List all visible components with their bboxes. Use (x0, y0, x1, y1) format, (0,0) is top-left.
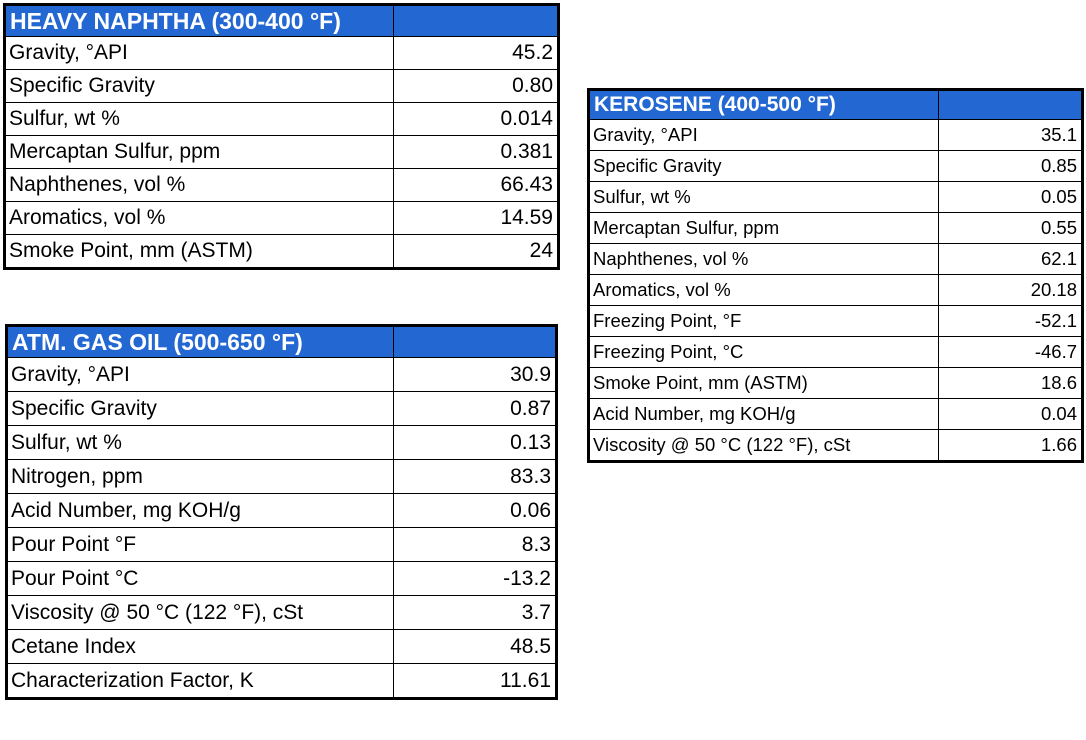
table-row: Nitrogen, ppm 83.3 (6, 459, 557, 494)
table-row: Gravity, °API 45.2 (4, 36, 559, 70)
property-value: 48.5 (393, 629, 557, 664)
property-label: Gravity, °API (4, 36, 394, 70)
property-value: 0.13 (393, 425, 557, 460)
table-row: Naphthenes, vol % 62.1 (588, 243, 1083, 275)
table-row: Specific Gravity 0.80 (4, 69, 559, 103)
property-value: 0.06 (393, 493, 557, 528)
table-row: Smoke Point, mm (ASTM) 24 (4, 234, 559, 269)
table-row: Specific Gravity 0.85 (588, 150, 1083, 182)
property-value: 0.87 (393, 391, 557, 426)
property-label: Freezing Point, °C (588, 336, 939, 368)
property-value: 0.05 (938, 181, 1083, 213)
header-blank-cell (938, 89, 1083, 120)
table-row: Smoke Point, mm (ASTM) 18.6 (588, 367, 1083, 399)
property-value: 24 (393, 234, 559, 269)
table-row: Freezing Point, °F -52.1 (588, 305, 1083, 337)
property-label: Viscosity @ 50 °C (122 °F), cSt (6, 595, 394, 630)
table-row: Specific Gravity 0.87 (6, 391, 557, 426)
table-row: Acid Number, mg KOH/g 0.06 (6, 493, 557, 528)
table-title: KEROSENE (400-500 °F) (588, 89, 939, 120)
property-value: -13.2 (393, 561, 557, 596)
table-row: Sulfur, wt % 0.014 (4, 102, 559, 136)
property-label: Mercaptan Sulfur, ppm (588, 212, 939, 244)
table-row: Naphthenes, vol % 66.43 (4, 168, 559, 202)
property-label: Characterization Factor, K (6, 663, 394, 699)
property-value: 0.381 (393, 135, 559, 169)
property-value: 11.61 (393, 663, 557, 699)
property-value: 0.55 (938, 212, 1083, 244)
table-header-row: KEROSENE (400-500 °F) (588, 89, 1083, 120)
property-label: Gravity, °API (588, 119, 939, 151)
property-value: 3.7 (393, 595, 557, 630)
property-value: 8.3 (393, 527, 557, 562)
property-value: 20.18 (938, 274, 1083, 306)
property-label: Aromatics, vol % (4, 201, 394, 235)
table-row: Freezing Point, °C -46.7 (588, 336, 1083, 368)
property-label: Naphthenes, vol % (588, 243, 939, 275)
table-row: Mercaptan Sulfur, ppm 0.55 (588, 212, 1083, 244)
table-row: Aromatics, vol % 20.18 (588, 274, 1083, 306)
property-value: 30.9 (393, 357, 557, 392)
property-value: -46.7 (938, 336, 1083, 368)
property-label: Specific Gravity (4, 69, 394, 103)
table-row: Cetane Index 48.5 (6, 629, 557, 664)
table-row: Mercaptan Sulfur, ppm 0.381 (4, 135, 559, 169)
table-title: ATM. GAS OIL (500-650 °F) (6, 325, 394, 358)
table-row: Pour Point °C -13.2 (6, 561, 557, 596)
table-row: Aromatics, vol % 14.59 (4, 201, 559, 235)
property-value: 0.014 (393, 102, 559, 136)
table-row: Sulfur, wt % 0.13 (6, 425, 557, 460)
property-label: Pour Point °C (6, 561, 394, 596)
property-value: 35.1 (938, 119, 1083, 151)
property-label: Aromatics, vol % (588, 274, 939, 306)
table-row: Gravity, °API 35.1 (588, 119, 1083, 151)
property-label: Smoke Point, mm (ASTM) (588, 367, 939, 399)
property-label: Naphthenes, vol % (4, 168, 394, 202)
table-header-row: HEAVY NAPHTHA (300-400 °F) (4, 4, 559, 37)
table-row: Pour Point °F 8.3 (6, 527, 557, 562)
table-header-row: ATM. GAS OIL (500-650 °F) (6, 325, 557, 358)
atm-gas-oil-table: ATM. GAS OIL (500-650 °F) Gravity, °API 3… (5, 324, 558, 700)
header-blank-cell (393, 325, 557, 358)
property-label: Pour Point °F (6, 527, 394, 562)
header-blank-cell (393, 4, 559, 37)
property-value: 0.04 (938, 398, 1083, 430)
property-value: 0.80 (393, 69, 559, 103)
table-row: Sulfur, wt % 0.05 (588, 181, 1083, 213)
property-label: Sulfur, wt % (6, 425, 394, 460)
property-label: Specific Gravity (588, 150, 939, 182)
heavy-naphtha-table: HEAVY NAPHTHA (300-400 °F) Gravity, °API… (3, 3, 560, 270)
table-row: Characterization Factor, K 11.61 (6, 663, 557, 699)
table-row: Viscosity @ 50 °C (122 °F), cSt 3.7 (6, 595, 557, 630)
property-value: 62.1 (938, 243, 1083, 275)
property-label: Specific Gravity (6, 391, 394, 426)
property-value: 66.43 (393, 168, 559, 202)
property-value: -52.1 (938, 305, 1083, 337)
property-label: Sulfur, wt % (4, 102, 394, 136)
property-label: Mercaptan Sulfur, ppm (4, 135, 394, 169)
property-label: Gravity, °API (6, 357, 394, 392)
property-value: 0.85 (938, 150, 1083, 182)
property-value: 45.2 (393, 36, 559, 70)
property-label: Sulfur, wt % (588, 181, 939, 213)
property-label: Viscosity @ 50 °C (122 °F), cSt (588, 429, 939, 462)
property-label: Cetane Index (6, 629, 394, 664)
property-label: Nitrogen, ppm (6, 459, 394, 494)
property-label: Acid Number, mg KOH/g (6, 493, 394, 528)
property-label: Smoke Point, mm (ASTM) (4, 234, 394, 269)
property-value: 1.66 (938, 429, 1083, 462)
property-value: 14.59 (393, 201, 559, 235)
table-row: Gravity, °API 30.9 (6, 357, 557, 392)
kerosene-table: KEROSENE (400-500 °F) Gravity, °API 35.1 S… (587, 88, 1084, 463)
table-title: HEAVY NAPHTHA (300-400 °F) (4, 4, 394, 37)
property-value: 83.3 (393, 459, 557, 494)
property-label: Freezing Point, °F (588, 305, 939, 337)
property-value: 18.6 (938, 367, 1083, 399)
table-row: Viscosity @ 50 °C (122 °F), cSt 1.66 (588, 429, 1083, 462)
property-label: Acid Number, mg KOH/g (588, 398, 939, 430)
table-row: Acid Number, mg KOH/g 0.04 (588, 398, 1083, 430)
